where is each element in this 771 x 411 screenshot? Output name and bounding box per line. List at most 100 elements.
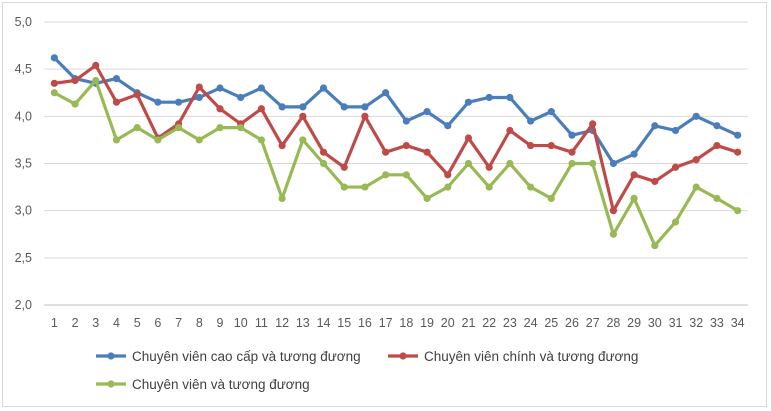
x-tick-label: 19 — [420, 316, 434, 330]
legend-label: Chuyên viên và tương đương — [132, 377, 310, 392]
data-point — [382, 148, 390, 156]
x-axis-tick-labels: 1 2 3 4 5 6 7 8 9 10 11 12 13 14 15 16 17 18 19 20 21 22 23 24 2… — [51, 316, 745, 330]
data-point — [257, 136, 266, 144]
data-point — [630, 150, 638, 158]
x-tick-label: 26 — [565, 316, 579, 330]
x-tick-label: 4 — [113, 316, 120, 330]
x-tick-label: 28 — [606, 316, 620, 330]
data-point — [589, 159, 597, 168]
x-tick-label: 14 — [317, 316, 331, 330]
data-point — [195, 136, 203, 144]
y-tick-label: 5,0 — [15, 15, 32, 29]
data-point — [485, 163, 493, 171]
data-point — [568, 159, 576, 168]
data-point — [299, 103, 307, 111]
data-point — [568, 131, 576, 139]
data-point — [506, 93, 514, 102]
data-point — [50, 79, 58, 87]
data-point — [278, 141, 286, 150]
data-point — [50, 89, 58, 97]
y-tick-label: 2,0 — [15, 298, 32, 312]
data-point — [133, 91, 141, 99]
data-point — [278, 103, 286, 111]
x-tick-label: 16 — [358, 316, 372, 330]
x-tick-label: 5 — [134, 316, 141, 330]
x-tick-label: 2 — [72, 316, 79, 330]
data-point — [112, 75, 121, 83]
data-point — [154, 136, 162, 144]
legend: Chuyên viên cao cấp và tương đương Chuyên… — [96, 349, 638, 392]
legend-label: Chuyên viên chính và tương đương — [424, 349, 638, 364]
data-point — [133, 124, 141, 132]
data-point — [92, 61, 100, 69]
data-point — [340, 103, 348, 111]
data-point — [671, 163, 680, 171]
data-point — [671, 126, 680, 135]
data-point — [671, 218, 680, 226]
data-point — [195, 93, 203, 102]
series-line — [52, 56, 740, 166]
x-tick-label: 17 — [379, 316, 393, 330]
y-tick-label: 3,5 — [15, 157, 32, 171]
x-tick-label: 8 — [196, 316, 203, 330]
x-tick-label: 18 — [399, 316, 413, 330]
data-point — [71, 100, 79, 108]
data-point — [713, 141, 721, 150]
x-tick-label: 30 — [648, 316, 662, 330]
x-tick-label: 10 — [234, 316, 248, 330]
legend-label: Chuyên viên cao cấp và tương đương — [132, 349, 361, 364]
data-point — [237, 93, 245, 102]
y-tick-label: 2,5 — [15, 251, 32, 265]
x-tick-label: 15 — [337, 316, 351, 330]
legend-marker — [399, 352, 407, 360]
data-point — [299, 112, 307, 120]
series-line — [52, 78, 740, 248]
x-tick-label: 1 — [51, 316, 58, 330]
data-point — [589, 120, 597, 128]
data-point — [547, 108, 555, 116]
data-point — [485, 93, 493, 102]
legend-marker — [107, 352, 115, 360]
data-point — [734, 131, 742, 139]
data-point — [174, 124, 183, 132]
data-point — [237, 124, 245, 132]
data-point — [71, 76, 79, 85]
legend-marker — [107, 380, 115, 388]
data-point — [423, 108, 431, 116]
data-point — [444, 183, 452, 191]
data-point — [568, 148, 576, 156]
x-tick-label: 31 — [669, 316, 683, 330]
data-point — [319, 84, 328, 92]
series-1 — [50, 54, 742, 168]
data-point — [526, 141, 535, 150]
data-point — [154, 98, 162, 106]
data-point — [319, 148, 328, 156]
legend-item: Chuyên viên cao cấp và tương đương — [96, 349, 361, 364]
x-tick-label: 3 — [92, 316, 99, 330]
x-tick-label: 12 — [275, 316, 289, 330]
data-point — [713, 194, 721, 203]
data-point — [692, 156, 700, 164]
data-point — [526, 117, 535, 125]
data-point — [651, 122, 659, 130]
series-group — [50, 54, 742, 250]
x-tick-label: 25 — [544, 316, 558, 330]
data-point — [651, 177, 659, 186]
y-axis-tick-labels: 2,0 2,5 3,0 3,5 4,0 4,5 5,0 — [15, 15, 32, 312]
data-point — [506, 159, 514, 168]
data-point — [257, 105, 266, 113]
data-point — [216, 84, 224, 92]
x-tick-label: 29 — [627, 316, 641, 330]
x-tick-label: 22 — [482, 316, 496, 330]
data-point — [340, 163, 348, 171]
data-point — [319, 159, 328, 168]
series-3 — [50, 76, 742, 250]
x-tick-label: 13 — [296, 316, 310, 330]
data-point — [278, 194, 286, 203]
x-tick-label: 20 — [441, 316, 455, 330]
y-tick-label: 4,0 — [15, 109, 32, 123]
data-point — [609, 207, 618, 215]
data-point — [692, 183, 700, 191]
series-2 — [50, 61, 742, 215]
